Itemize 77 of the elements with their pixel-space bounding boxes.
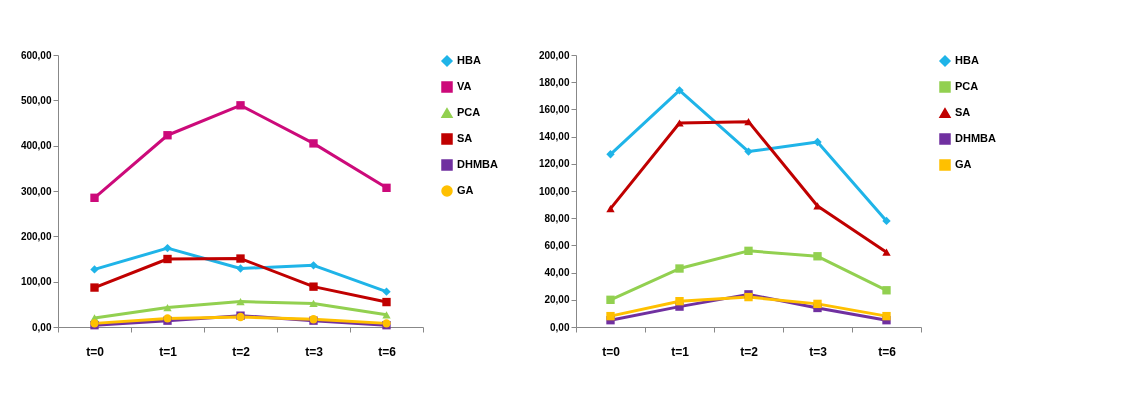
point <box>382 297 391 307</box>
point <box>163 243 172 253</box>
point <box>236 254 245 263</box>
point <box>309 261 318 270</box>
legend-label: HBA <box>457 54 481 66</box>
point <box>90 265 99 274</box>
point <box>813 202 822 210</box>
y-tick-label: 100,00 <box>20 276 52 288</box>
legend-label: PCA <box>457 106 481 118</box>
point <box>675 296 684 306</box>
point <box>813 137 822 147</box>
y-tick-label: 500,00 <box>20 94 52 106</box>
point <box>606 150 615 159</box>
y-tick-label: 140,00 <box>538 131 570 143</box>
y-tick-label: 100,00 <box>538 185 570 197</box>
y-tick-label: 400,00 <box>20 140 52 152</box>
y-tick-label: 200,00 <box>20 230 52 242</box>
point <box>744 147 753 156</box>
point <box>90 193 99 202</box>
point <box>163 131 172 140</box>
x-tick-label: t=0 <box>602 344 621 359</box>
point <box>382 287 391 296</box>
legend-label: GA <box>457 184 474 196</box>
y-tick-label: 120,00 <box>538 158 570 170</box>
x-tick-label: t=3 <box>305 344 324 359</box>
legend-label: DHMBA <box>457 158 498 170</box>
point <box>744 118 753 126</box>
y-tick-label: 180,00 <box>538 76 570 88</box>
point <box>675 86 684 95</box>
y-tick-label: 200,00 <box>538 49 570 61</box>
point <box>90 283 99 292</box>
point <box>382 183 391 193</box>
point <box>744 246 753 256</box>
point <box>236 101 245 110</box>
point <box>309 139 318 148</box>
y-tick-label: 160,00 <box>538 103 570 115</box>
legend-label: DHMBA <box>955 132 996 144</box>
point <box>882 311 891 321</box>
legend-label: PCA <box>955 80 979 92</box>
y-tick-label: 600,00 <box>20 49 52 61</box>
point <box>606 295 615 304</box>
legend-label: GA <box>955 158 972 170</box>
x-tick-label: t=0 <box>86 344 105 359</box>
point <box>163 303 172 312</box>
x-tick-label: t=2 <box>740 344 759 359</box>
point <box>813 299 822 309</box>
legend-label: HBA <box>955 54 979 66</box>
x-tick-label: t=3 <box>809 344 828 359</box>
point <box>606 205 615 213</box>
point <box>309 282 318 291</box>
y-tick-label: 20,00 <box>544 294 570 306</box>
point <box>675 264 684 273</box>
point <box>675 119 684 127</box>
x-tick-label: t=1 <box>671 344 690 359</box>
y-tick-label: 300,00 <box>20 185 52 197</box>
point <box>606 311 615 321</box>
point <box>236 297 245 306</box>
point <box>813 252 822 261</box>
x-tick-label: t=1 <box>159 344 178 359</box>
x-tick-label: t=6 <box>378 344 397 359</box>
y-tick-label: 0,00 <box>550 321 570 333</box>
legend-label: SA <box>457 132 473 144</box>
x-tick-label: t=6 <box>878 344 897 359</box>
y-tick-label: 60,00 <box>544 239 570 251</box>
point <box>882 248 891 256</box>
point <box>309 299 318 308</box>
point <box>882 286 891 295</box>
legend-label: SA <box>955 106 971 118</box>
y-tick-label: 80,00 <box>544 212 570 224</box>
point <box>882 216 891 226</box>
legend-label: VA <box>457 80 472 92</box>
point <box>382 311 391 319</box>
y-tick-label: 0,00 <box>32 321 52 333</box>
x-tick-label: t=2 <box>232 344 251 359</box>
point <box>236 264 245 273</box>
point <box>163 254 172 264</box>
y-tick-label: 40,00 <box>544 267 570 279</box>
